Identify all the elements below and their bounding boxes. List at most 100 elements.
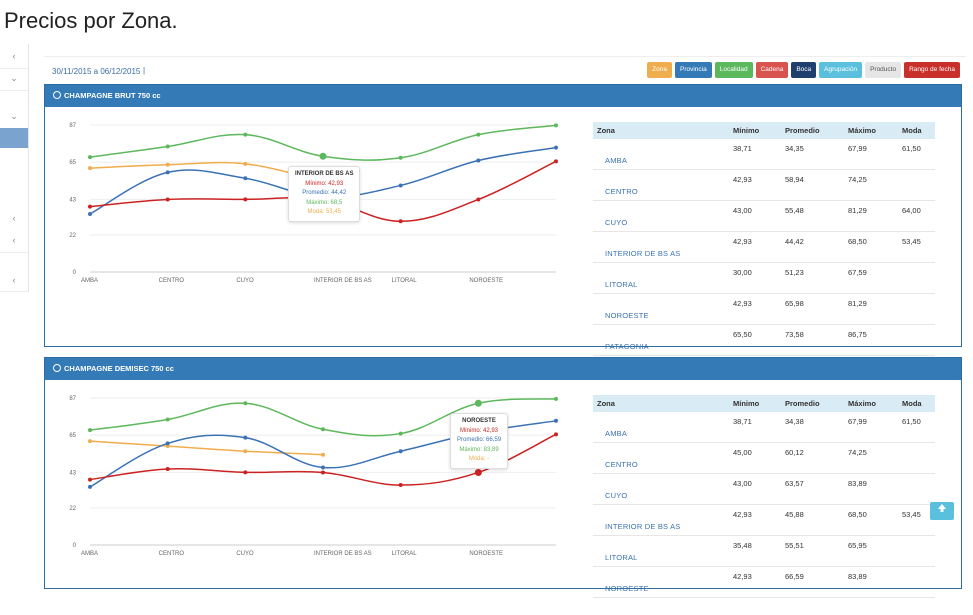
- table-row[interactable]: NOROESTE 42,93 65,98 81,29: [593, 293, 935, 325]
- data-point-promedio[interactable]: [476, 158, 481, 163]
- sidebar-arrow-icon[interactable]: ‹: [12, 213, 16, 223]
- sidebar-arrow-icon[interactable]: ‹: [12, 275, 16, 285]
- filter-rango-fecha-button[interactable]: Rango de fecha: [904, 62, 960, 78]
- data-point-promedio[interactable]: [554, 418, 558, 423]
- data-point-minimo[interactable]: [554, 159, 558, 164]
- data-point-minimo[interactable]: [165, 197, 170, 202]
- data-point-maximo[interactable]: [476, 132, 481, 137]
- table-row[interactable]: NOROESTE 42,93 66,59 83,89: [593, 566, 935, 598]
- zona-link[interactable]: CUYO: [593, 473, 729, 505]
- data-point-maximo[interactable]: [243, 132, 248, 137]
- data-point-maximo[interactable]: [398, 155, 403, 160]
- data-point-promedio[interactable]: [243, 176, 248, 181]
- col-maximo[interactable]: Máximo: [844, 395, 898, 412]
- data-point-moda[interactable]: [321, 452, 325, 457]
- data-point-minimo[interactable]: [88, 477, 92, 482]
- col-minimo[interactable]: Mínimo: [729, 395, 781, 412]
- sidebar-expand-icon[interactable]: ⌄: [10, 73, 18, 83]
- collapse-circle-icon[interactable]: [53, 91, 61, 99]
- data-point-maximo[interactable]: [321, 427, 325, 432]
- zona-link[interactable]: CUYO: [593, 200, 729, 232]
- zona-link[interactable]: CENTRO: [593, 169, 729, 201]
- data-point-promedio[interactable]: [243, 435, 248, 440]
- data-point-promedio[interactable]: [165, 441, 170, 446]
- zona-link[interactable]: LITORAL: [593, 535, 729, 567]
- data-point-minimo[interactable]: [165, 466, 170, 471]
- table-row[interactable]: AMBA 38,71 34,35 67,99 61,50: [593, 139, 935, 170]
- zona-link[interactable]: AMBA: [593, 412, 729, 443]
- sidebar-arrow-icon[interactable]: ‹: [12, 235, 16, 245]
- data-point-promedio[interactable]: [398, 183, 403, 188]
- table-row[interactable]: INTERIOR DE BS AS 42,93 45,88 68,50 53,45: [593, 504, 935, 536]
- table-row[interactable]: CENTRO 42,93 58,94 74,25: [593, 169, 935, 201]
- data-point-moda[interactable]: [88, 439, 92, 444]
- data-point-maximo[interactable]: [474, 399, 482, 407]
- data-point-minimo[interactable]: [474, 468, 482, 476]
- col-zona[interactable]: Zona: [593, 395, 729, 412]
- data-point-maximo[interactable]: [165, 144, 170, 149]
- filter-localidad-button[interactable]: Localidad: [714, 62, 753, 78]
- table-row[interactable]: LITORAL 35,48 55,51 65,95: [593, 535, 935, 567]
- filter-boca-button[interactable]: Boca: [791, 62, 817, 78]
- data-point-promedio[interactable]: [321, 465, 325, 470]
- sidebar-expand-icon[interactable]: ⌄: [10, 111, 18, 121]
- panel-header[interactable]: CHAMPAGNE DEMISEC 750 cc: [45, 358, 961, 380]
- zona-link[interactable]: INTERIOR DE BS AS: [593, 231, 729, 263]
- data-point-minimo[interactable]: [476, 197, 481, 202]
- col-moda[interactable]: Moda: [898, 122, 935, 139]
- filter-zona-button[interactable]: Zona: [647, 62, 672, 78]
- data-point-maximo[interactable]: [88, 155, 92, 160]
- table-row[interactable]: PATAGONIA 65,50 73,58 86,75: [593, 324, 935, 356]
- data-point-promedio[interactable]: [88, 484, 92, 489]
- col-minimo[interactable]: Mínimo: [729, 122, 781, 139]
- data-point-minimo[interactable]: [243, 197, 248, 202]
- col-promedio[interactable]: Promedio: [781, 122, 844, 139]
- data-point-maximo[interactable]: [165, 417, 170, 422]
- zona-link[interactable]: NOROESTE: [593, 293, 729, 325]
- scroll-to-top-button[interactable]: [930, 502, 954, 520]
- data-point-minimo[interactable]: [243, 470, 248, 475]
- data-point-moda[interactable]: [165, 444, 170, 449]
- filter-producto-button[interactable]: Producto: [865, 62, 902, 78]
- table-row[interactable]: CUYO 43,00 63,57 83,89: [593, 473, 935, 505]
- table-row[interactable]: CUYO 43,00 55,48 81,29 64,00: [593, 200, 935, 232]
- data-point-maximo[interactable]: [554, 123, 558, 128]
- filter-provincia-button[interactable]: Provincia: [675, 62, 712, 78]
- collapse-circle-icon[interactable]: [53, 364, 61, 372]
- data-point-promedio[interactable]: [554, 145, 558, 150]
- zona-link[interactable]: AMBA: [593, 139, 729, 170]
- data-point-maximo[interactable]: [88, 428, 92, 433]
- filter-cadena-button[interactable]: Cadena: [755, 62, 789, 78]
- data-point-minimo[interactable]: [554, 432, 558, 437]
- data-point-promedio[interactable]: [398, 449, 403, 454]
- panel-header[interactable]: CHAMPAGNE BRUT 750 cc: [45, 85, 961, 107]
- data-point-maximo[interactable]: [243, 401, 248, 406]
- data-point-minimo[interactable]: [88, 204, 92, 209]
- zona-link[interactable]: INTERIOR DE BS AS: [593, 504, 729, 536]
- data-point-minimo[interactable]: [398, 483, 403, 488]
- sidebar-collapse-icon[interactable]: ‹: [12, 51, 16, 61]
- table-row[interactable]: LITORAL 30,00 51,23 67,59: [593, 262, 935, 294]
- data-point-maximo[interactable]: [398, 431, 403, 436]
- zona-link[interactable]: PATAGONIA: [593, 324, 729, 356]
- data-point-minimo[interactable]: [398, 219, 403, 224]
- data-point-moda[interactable]: [165, 162, 170, 167]
- sidebar-item-active[interactable]: [0, 128, 28, 148]
- data-point-moda[interactable]: [243, 449, 248, 454]
- data-point-maximo[interactable]: [319, 152, 327, 160]
- table-row[interactable]: AMBA 38,71 34,38 67,99 61,50: [593, 412, 935, 443]
- table-row[interactable]: CENTRO 45,00 60,12 74,25: [593, 442, 935, 474]
- col-zona[interactable]: Zona: [593, 122, 729, 139]
- data-point-maximo[interactable]: [554, 396, 558, 401]
- table-row[interactable]: INTERIOR DE BS AS 42,93 44,42 68,50 53,45: [593, 231, 935, 263]
- col-maximo[interactable]: Máximo: [844, 122, 898, 139]
- zona-link[interactable]: CENTRO: [593, 442, 729, 474]
- filter-agrupacion-button[interactable]: Agrupación: [819, 62, 863, 78]
- data-point-promedio[interactable]: [88, 211, 92, 216]
- zona-link[interactable]: LITORAL: [593, 262, 729, 294]
- data-point-moda[interactable]: [243, 161, 248, 166]
- data-point-promedio[interactable]: [165, 170, 170, 175]
- zona-link[interactable]: NOROESTE: [593, 566, 729, 598]
- col-moda[interactable]: Moda: [898, 395, 935, 412]
- data-point-minimo[interactable]: [321, 470, 325, 475]
